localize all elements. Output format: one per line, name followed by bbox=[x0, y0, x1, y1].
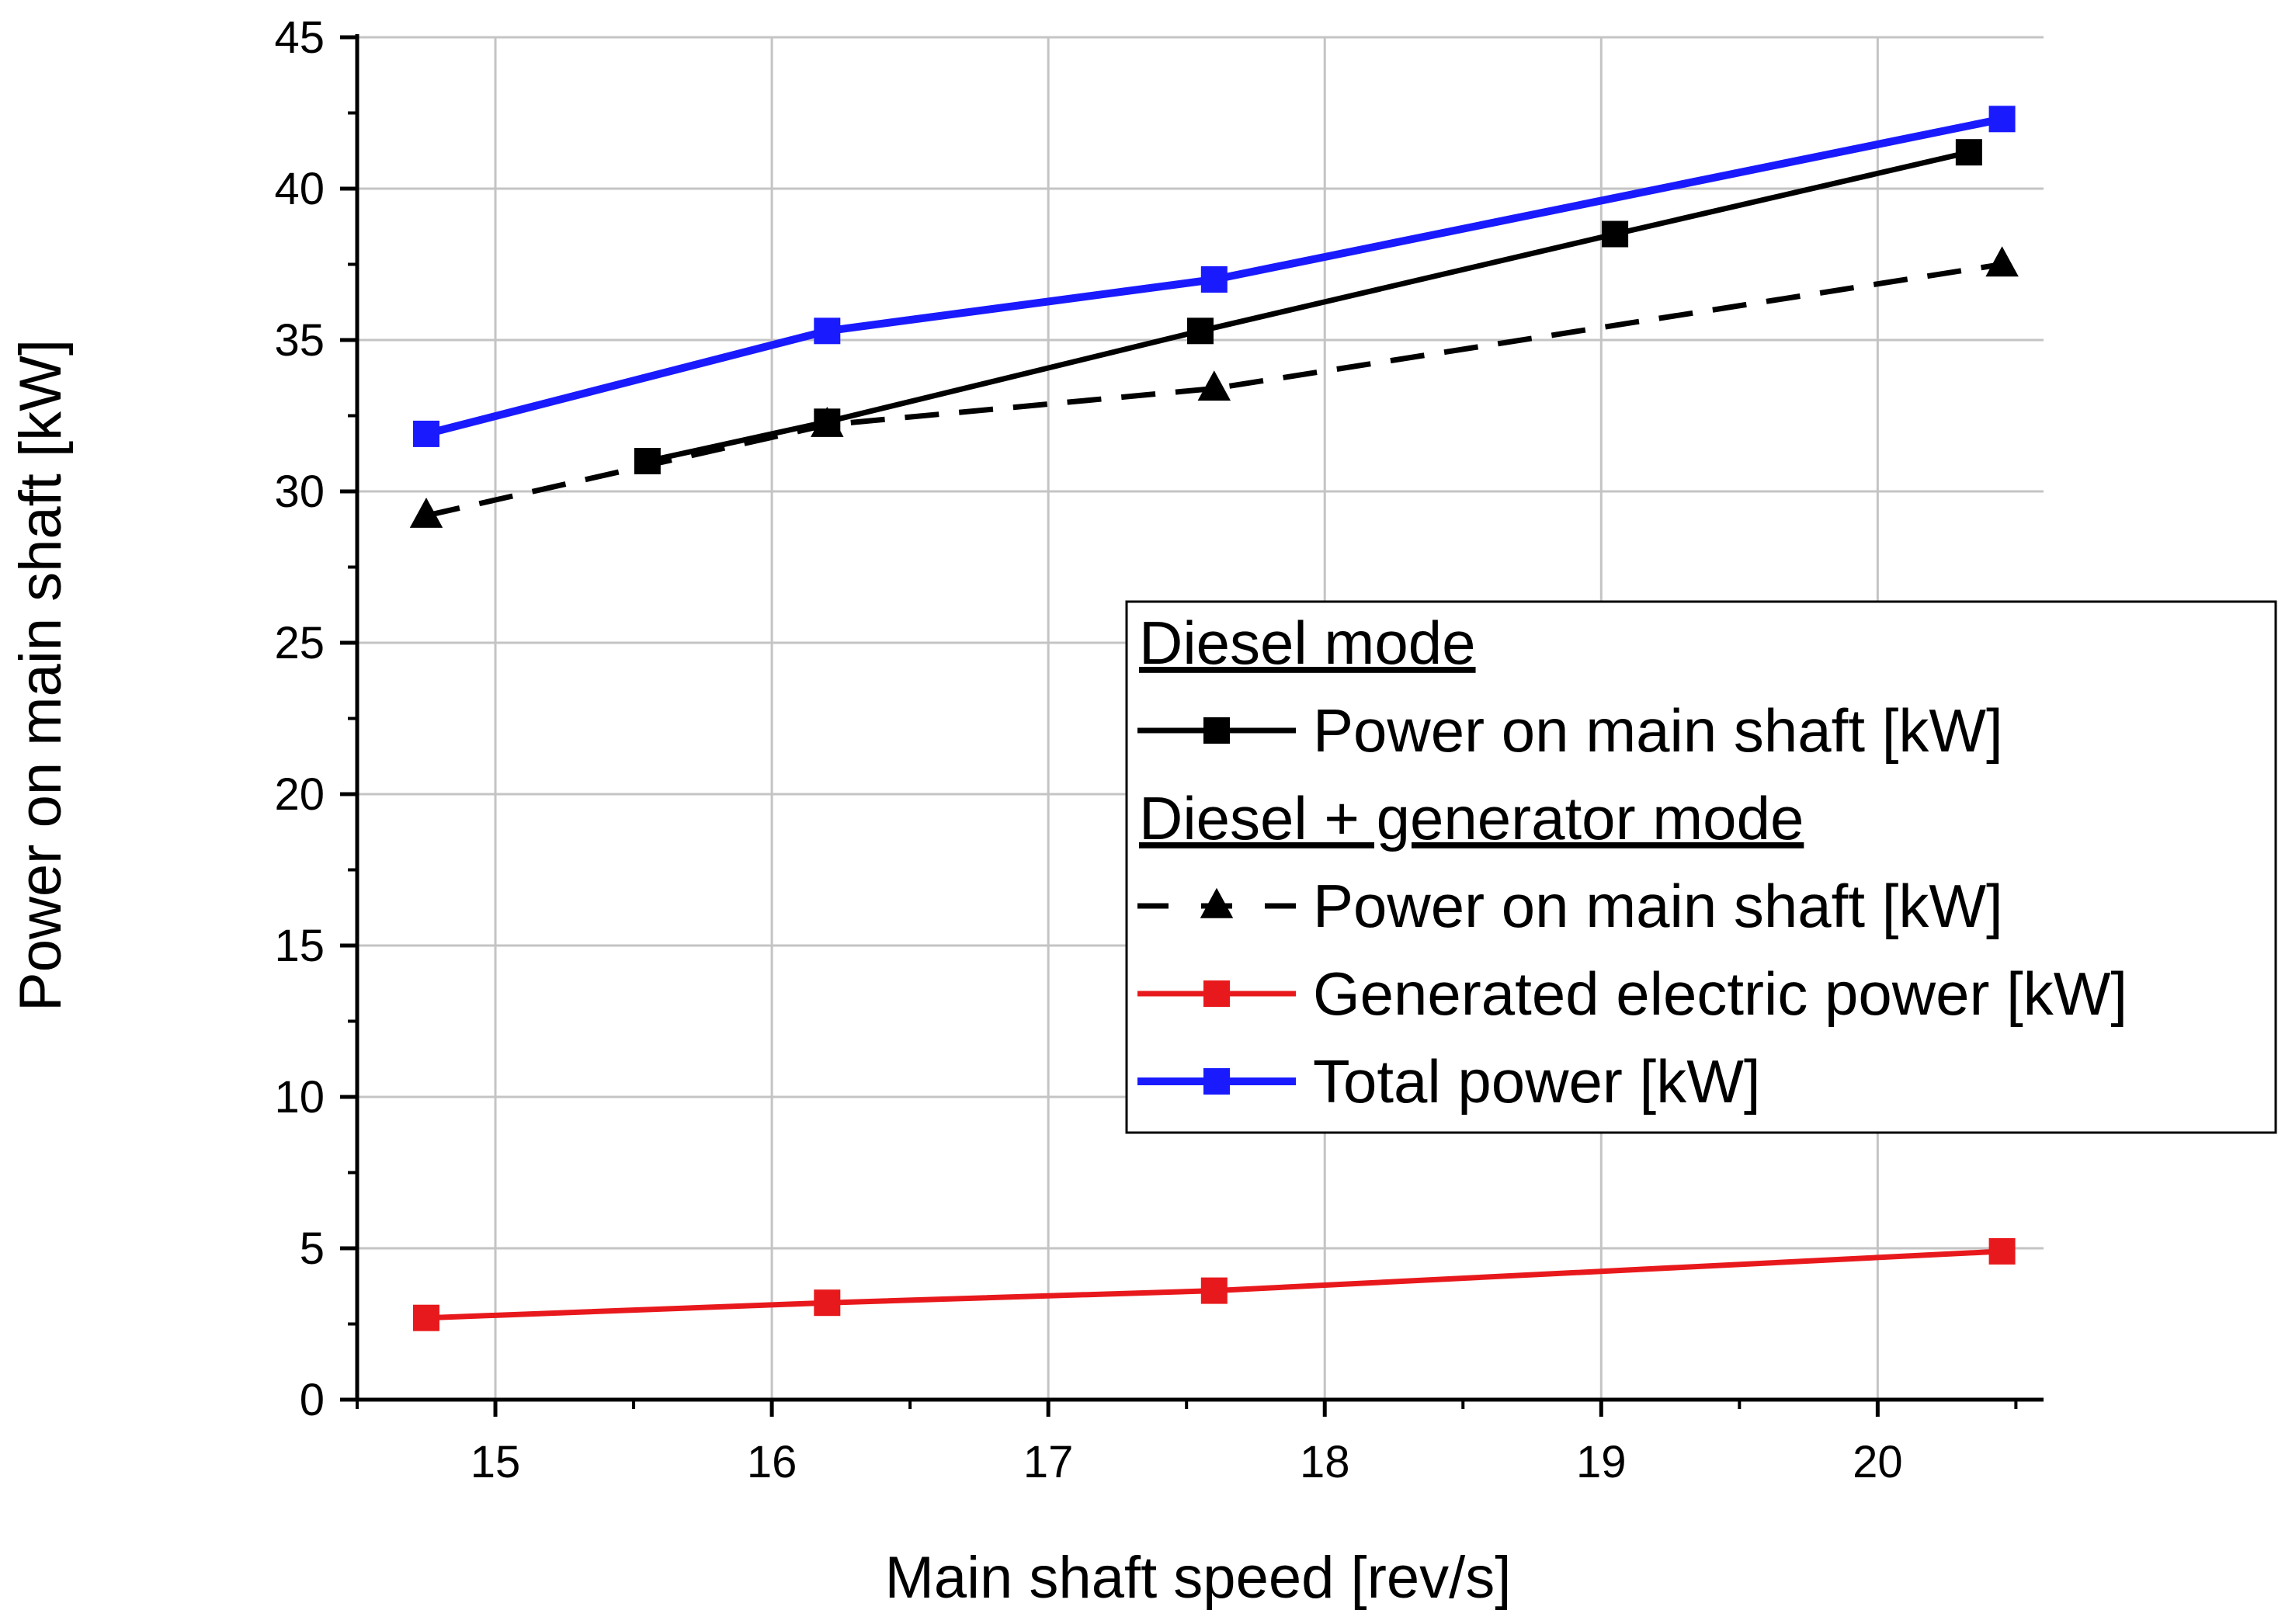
data-point-3-3 bbox=[1988, 106, 2016, 133]
legend-label: Generated electric power [kW] bbox=[1313, 959, 2127, 1028]
y-tick-label: 30 bbox=[274, 467, 325, 517]
series-2 bbox=[413, 1237, 2016, 1331]
legend-entry-2: Generated electric power [kW] bbox=[1137, 959, 2127, 1028]
data-point-1-0 bbox=[409, 498, 443, 528]
legend-group-heading: Diesel + generator mode bbox=[1139, 784, 1804, 852]
legend-entry-1: Power on main shaft [kW] bbox=[1137, 872, 2003, 940]
y-axis-title: Power on main shaft [kW] bbox=[8, 339, 74, 1012]
series-line-2 bbox=[425, 1248, 2002, 1321]
data-point-0-2 bbox=[1187, 318, 1214, 345]
ticks: 0 5 10 15 20 25 30 35 40 45 15 16 17 18 19 20 bbox=[274, 12, 2018, 1487]
x-tick-label: 15 bbox=[471, 1437, 521, 1487]
data-point-2-1 bbox=[814, 1289, 841, 1317]
legend-label: Power on main shaft [kW] bbox=[1313, 872, 2003, 940]
legend-entry-0: Power on main shaft [kW] bbox=[1137, 696, 2003, 765]
series-1 bbox=[409, 246, 2019, 528]
x-tick-label: 18 bbox=[1300, 1437, 1350, 1487]
x-axis-title: Main shaft speed [rev/s] bbox=[885, 1545, 1512, 1611]
y-tick-label: 10 bbox=[274, 1072, 325, 1123]
y-tick-label: 20 bbox=[274, 769, 325, 820]
legend-label: Total power [kW] bbox=[1313, 1047, 1761, 1116]
y-tick-label: 15 bbox=[274, 921, 325, 971]
y-tick-label: 25 bbox=[274, 618, 325, 668]
legend: Diesel mode Power on main shaft [kW] Diese… bbox=[1125, 600, 2277, 1134]
y-tick-label: 40 bbox=[274, 164, 325, 214]
data-point-2-3 bbox=[1988, 1237, 2016, 1265]
x-tick-label: 17 bbox=[1023, 1437, 1074, 1487]
series-line-3 bbox=[425, 115, 2003, 438]
y-tick-label: 35 bbox=[274, 315, 325, 366]
legend-group-heading: Diesel mode bbox=[1139, 609, 1476, 677]
data-point-0-3 bbox=[1602, 220, 1629, 248]
legend-marker-2 bbox=[1203, 980, 1230, 1007]
legend-marker-0 bbox=[1203, 717, 1230, 744]
legend-marker-3 bbox=[1203, 1068, 1230, 1095]
data-point-3-0 bbox=[413, 420, 440, 447]
series-3 bbox=[413, 106, 2016, 447]
data-point-1-1 bbox=[811, 407, 844, 437]
series-layer bbox=[409, 106, 2019, 1331]
data-point-2-2 bbox=[1200, 1277, 1228, 1304]
data-point-3-2 bbox=[1200, 266, 1228, 293]
data-point-3-1 bbox=[814, 318, 841, 345]
x-tick-label: 19 bbox=[1576, 1437, 1627, 1487]
x-tick-label: 20 bbox=[1853, 1437, 1903, 1487]
legend-entry-3: Total power [kW] bbox=[1137, 1047, 1761, 1116]
data-point-1-2 bbox=[1197, 370, 1231, 401]
y-tick-label: 0 bbox=[300, 1375, 325, 1425]
data-point-0-4 bbox=[1955, 139, 1982, 166]
legend-box bbox=[1125, 600, 2277, 1134]
y-tick-label: 45 bbox=[274, 12, 325, 63]
series-0 bbox=[634, 139, 1982, 474]
y-tick-label: 5 bbox=[300, 1223, 325, 1274]
legend-label: Power on main shaft [kW] bbox=[1313, 696, 2003, 765]
data-point-1-3 bbox=[1985, 246, 2019, 277]
legend-marker-1 bbox=[1200, 887, 1234, 918]
data-point-2-0 bbox=[413, 1304, 440, 1331]
x-tick-label: 16 bbox=[747, 1437, 797, 1487]
series-line-1 bbox=[425, 262, 2003, 519]
